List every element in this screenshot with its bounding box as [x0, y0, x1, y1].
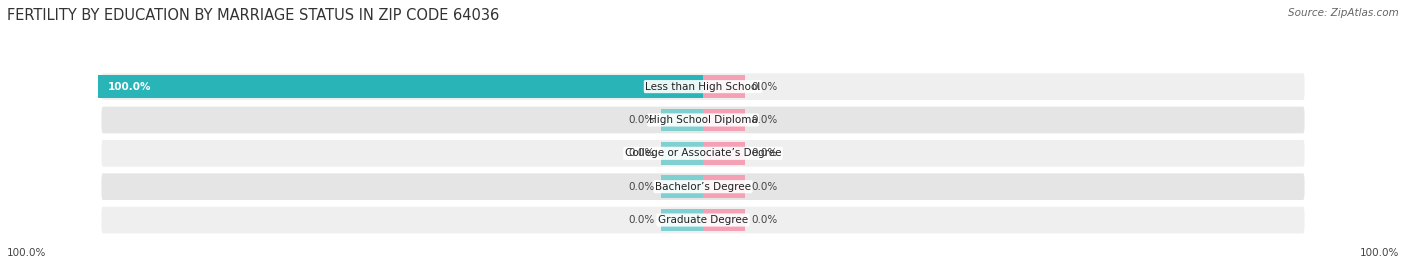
Bar: [703, 109, 745, 131]
Text: FERTILITY BY EDUCATION BY MARRIAGE STATUS IN ZIP CODE 64036: FERTILITY BY EDUCATION BY MARRIAGE STATU…: [7, 8, 499, 23]
Bar: [661, 209, 703, 231]
Text: High School Diploma: High School Diploma: [648, 115, 758, 125]
Text: Less than High School: Less than High School: [645, 82, 761, 92]
Text: 0.0%: 0.0%: [628, 148, 655, 158]
Text: 0.0%: 0.0%: [628, 215, 655, 225]
Bar: [703, 209, 745, 231]
Text: 0.0%: 0.0%: [751, 148, 778, 158]
Text: 100.0%: 100.0%: [107, 82, 150, 92]
Text: Graduate Degree: Graduate Degree: [658, 215, 748, 225]
Text: Source: ZipAtlas.com: Source: ZipAtlas.com: [1288, 8, 1399, 18]
Bar: [703, 75, 745, 98]
Bar: [661, 142, 703, 165]
Text: 0.0%: 0.0%: [751, 182, 778, 192]
Text: 100.0%: 100.0%: [7, 248, 46, 258]
Bar: [661, 175, 703, 198]
Text: Bachelor’s Degree: Bachelor’s Degree: [655, 182, 751, 192]
Bar: [703, 175, 745, 198]
FancyBboxPatch shape: [101, 140, 1305, 167]
Text: College or Associate’s Degree: College or Associate’s Degree: [624, 148, 782, 158]
Bar: [98, 75, 703, 98]
FancyBboxPatch shape: [101, 207, 1305, 233]
FancyBboxPatch shape: [101, 107, 1305, 133]
Bar: [661, 109, 703, 131]
Text: 0.0%: 0.0%: [751, 82, 778, 92]
Text: 0.0%: 0.0%: [751, 115, 778, 125]
Text: 0.0%: 0.0%: [751, 215, 778, 225]
Text: 100.0%: 100.0%: [1360, 248, 1399, 258]
Bar: [703, 142, 745, 165]
Text: 0.0%: 0.0%: [628, 115, 655, 125]
FancyBboxPatch shape: [101, 73, 1305, 100]
FancyBboxPatch shape: [101, 173, 1305, 200]
Text: 0.0%: 0.0%: [628, 182, 655, 192]
